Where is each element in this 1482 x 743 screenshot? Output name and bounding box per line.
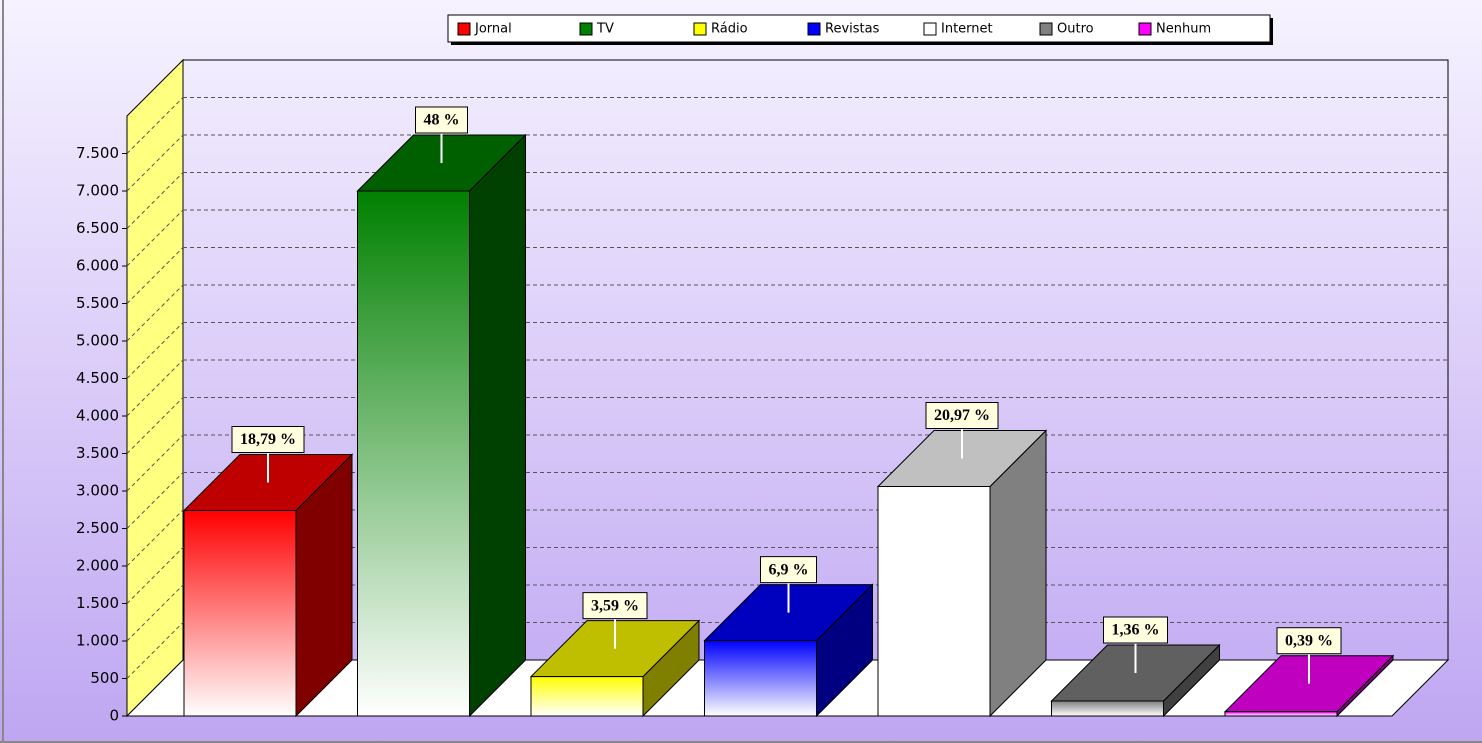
y-tick-label: 5.000: [76, 332, 119, 350]
y-tick-label: 1.500: [76, 594, 119, 612]
y-tick-label: 500: [90, 669, 119, 687]
legend-label: TV: [596, 22, 614, 37]
grid-line: [126, 134, 184, 192]
y-tick-label: 1.000: [76, 632, 119, 650]
y-tick-label: 0: [109, 707, 119, 725]
value-label-box: [925, 402, 999, 429]
grid-line: [126, 622, 184, 679]
grid-line: [126, 434, 184, 492]
grid-line: [126, 209, 184, 267]
bar-side: [469, 133, 526, 718]
bar: [877, 486, 991, 717]
y-tick-label: 4.500: [76, 369, 119, 387]
legend-swatch: [923, 22, 937, 36]
y-tick-label: 3.000: [76, 482, 119, 500]
bars: 18,79 % 48 % 3,59 % 6,9 % 20,97 % 1,36 % 0,39 …: [182, 106, 1395, 718]
legend-label: Revistas: [825, 22, 880, 37]
value-label: 20,97 %: [934, 407, 990, 424]
value-label: 6,9 %: [769, 561, 809, 578]
grid-line: [126, 509, 184, 567]
legend-label: Jornal: [474, 22, 512, 37]
value-label: 48 %: [424, 112, 460, 129]
bar: [183, 510, 297, 717]
legend-swatch: [579, 22, 593, 36]
y-tick-label: 7.500: [76, 144, 119, 162]
bar: [357, 190, 470, 717]
y-tick-label: 6.500: [76, 219, 119, 237]
legend-label: Rádio: [711, 22, 748, 37]
y-tick-label: 5.500: [76, 294, 119, 312]
value-label-box: [760, 556, 817, 584]
value-label: 0,39 %: [1285, 632, 1333, 649]
legend-swatch: [693, 22, 707, 36]
value-label-box: [1103, 616, 1168, 644]
grid-line: [126, 472, 184, 529]
y-tick-label: 3.500: [76, 444, 119, 462]
legend-swatch: [807, 22, 821, 36]
grid-line: [126, 359, 184, 417]
y-tick-label: 2.500: [76, 519, 119, 537]
legend-swatch: [1138, 22, 1152, 36]
y-tick-label: 2.000: [76, 557, 119, 575]
grid-line: [126, 284, 184, 342]
grid-line: [126, 584, 184, 642]
value-label: 1,36 %: [1112, 622, 1160, 639]
y-tick-label: 7.000: [76, 182, 119, 200]
left-wall: [126, 58, 184, 718]
bar: [530, 676, 644, 717]
grid-line: [126, 322, 184, 379]
y-tick-label: 6.000: [76, 257, 119, 275]
value-label-box: [582, 592, 648, 620]
legend-swatch: [457, 22, 471, 36]
grid-line: [126, 547, 184, 604]
value-label-box: [1276, 627, 1342, 655]
value-label-box: [415, 106, 468, 134]
y-tick-label: 4.000: [76, 407, 119, 425]
legend-label: Outro: [1057, 22, 1094, 37]
grid-line: [126, 97, 184, 154]
value-label: 3,59 %: [591, 597, 639, 614]
grid-line: [126, 172, 184, 229]
bar: [1224, 711, 1338, 717]
legend: Jornal TV Rádio Revistas Internet Outro Nenhum: [447, 14, 1273, 45]
legend-swatch: [1039, 22, 1053, 36]
legend-label: Nenhum: [1156, 22, 1211, 37]
grid-line: [126, 247, 184, 304]
value-label: 18,79 %: [240, 431, 296, 448]
bar: [1051, 700, 1164, 717]
legend-label: Internet: [941, 22, 993, 37]
value-label-box: [231, 426, 305, 453]
bar: [704, 640, 817, 717]
grid-line: [126, 397, 184, 454]
